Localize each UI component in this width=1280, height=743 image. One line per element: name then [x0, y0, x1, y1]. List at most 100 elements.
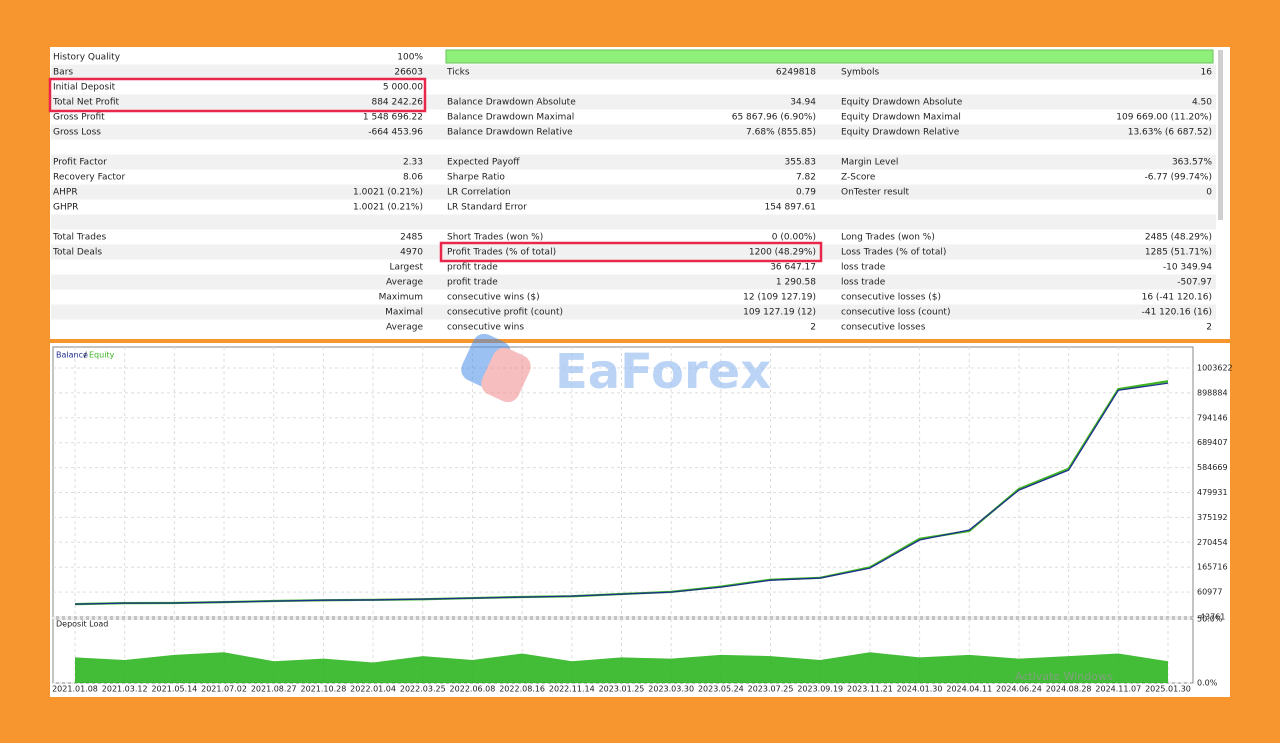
- x-tick-label: 2024.08.28: [1046, 685, 1092, 694]
- report-value: 2485 (48.29%): [1145, 233, 1212, 243]
- watermark: EaForex: [555, 344, 771, 400]
- y-tick-label: 794146: [1197, 413, 1228, 422]
- report-label: Z-Score: [841, 173, 876, 183]
- report-label: Equity Drawdown Relative: [841, 128, 960, 138]
- report-label: Balance Drawdown Absolute: [447, 98, 576, 108]
- row-stripe: [51, 154, 1216, 170]
- report-value: 154 897.61: [764, 203, 816, 213]
- x-tick-label: 2023.03.30: [648, 685, 694, 694]
- x-tick-label: 2023.01.25: [599, 685, 645, 694]
- highlight-box: [48, 77, 427, 113]
- report-label: AHPR: [53, 188, 78, 198]
- report-value: 2.33: [403, 158, 423, 168]
- report-label: Loss Trades (% of total): [841, 248, 946, 258]
- rows: History Quality 100% Bars 26603 Ticks 6249818…: [51, 53, 1216, 333]
- x-tick-label: 2022.06.08: [450, 685, 496, 694]
- report-value: 2485: [400, 233, 423, 243]
- report-value: 1 548 696.22: [363, 113, 423, 123]
- report-value: 7.82: [796, 173, 816, 183]
- report-value: 2: [1206, 323, 1212, 333]
- logo: [461, 333, 531, 403]
- report-value: 355.83: [785, 158, 817, 168]
- row-stripe: [51, 274, 1216, 290]
- report-label: consecutive wins ($): [447, 293, 540, 303]
- y-tick-label: 375192: [1197, 513, 1228, 522]
- report-value: 1 290.58: [776, 278, 816, 288]
- y-tick-label: 1003622: [1197, 364, 1233, 373]
- report-value: 16 (-41 120.16): [1142, 293, 1212, 303]
- report-label: Gross Loss: [53, 128, 101, 138]
- report-label: loss trade: [841, 278, 886, 288]
- report-label: consecutive profit (count): [447, 308, 563, 318]
- report-value: Maximal: [385, 308, 423, 318]
- scrollbar: [1218, 50, 1223, 220]
- report-value: -10 349.94: [1163, 263, 1212, 273]
- report-value: 884 242.26: [371, 98, 423, 108]
- x-tick-label: 2024.11.07: [1095, 685, 1141, 694]
- report-value: 0 (0.00%): [772, 233, 816, 243]
- legend-balance: Balance: [56, 351, 88, 360]
- report-label: profit trade: [447, 263, 498, 273]
- load-area: [75, 652, 1168, 683]
- x-tick-label: 2024.01.30: [897, 685, 943, 694]
- highlight-box: [439, 241, 823, 263]
- report-value: -41 120.16 (16): [1142, 308, 1212, 318]
- report-value: 0: [1206, 188, 1212, 198]
- report-value: 109 127.19 (12): [743, 308, 816, 318]
- report-label: loss trade: [841, 263, 886, 273]
- report-label: consecutive wins: [447, 323, 524, 333]
- report-value: Largest: [389, 263, 423, 273]
- report-value: 5 000.00: [383, 83, 423, 93]
- os-watermark: Activate Windows: [1015, 670, 1113, 683]
- report-label: OnTester result: [841, 188, 910, 198]
- report-label: Long Trades (won %): [841, 233, 935, 243]
- balance-plot: [52, 346, 1194, 618]
- report-label: LR Correlation: [447, 188, 511, 198]
- report-label: Profit Trades (% of total): [447, 248, 556, 258]
- load-title: Deposit Load: [56, 620, 108, 629]
- report-value: 4.50: [1192, 98, 1212, 108]
- report-label: Equity Drawdown Maximal: [841, 113, 961, 123]
- report-label: Margin Level: [841, 158, 898, 168]
- quality-bar: [445, 49, 1214, 64]
- x-tick-label: 2021.08.27: [251, 685, 297, 694]
- y-tick-label: 50.0%: [1197, 615, 1223, 624]
- x-tick-label: 2021.07.02: [201, 685, 247, 694]
- report-label: Balance Drawdown Maximal: [447, 113, 574, 123]
- y-tick-label: 0.0%: [1197, 679, 1218, 688]
- report-label: Sharpe Ratio: [447, 173, 505, 183]
- report-label: Recovery Factor: [53, 173, 125, 183]
- report-value: 1200 (48.29%): [749, 248, 816, 258]
- row-stripe: [51, 184, 1216, 200]
- row-stripe: [51, 304, 1216, 320]
- report-label: Total Trades: [52, 233, 107, 243]
- report-label: profit trade: [447, 278, 498, 288]
- report-label: Bars: [53, 68, 73, 78]
- report-value: 2: [810, 323, 816, 333]
- report-label: Gross Profit: [53, 113, 105, 123]
- x-tick-label: 2022.03.25: [400, 685, 446, 694]
- report-value: 36 647.17: [770, 263, 816, 273]
- plots: -43761 60977 165716 270454 375192 479931 58466…: [52, 347, 1233, 694]
- y-tick-label: 689407: [1197, 438, 1228, 447]
- row-stripe: [51, 94, 1216, 110]
- report-value: 0.79: [796, 188, 816, 198]
- report-value: 100%: [397, 53, 423, 63]
- report-value: 16: [1201, 68, 1213, 78]
- report-value: 7.68% (855.85): [746, 128, 816, 138]
- report-label: consecutive loss (count): [841, 308, 950, 318]
- report-label: consecutive losses: [841, 323, 926, 333]
- x-tick-label: 2025.01.30: [1145, 685, 1191, 694]
- report-value: Average: [386, 278, 423, 288]
- x-tick-label: 2021.05.14: [151, 685, 197, 694]
- report-label: Profit Factor: [53, 158, 107, 168]
- report-value: 363.57%: [1172, 158, 1212, 168]
- report-value: 1285 (51.71%): [1145, 248, 1212, 258]
- y-tick-label: 479931: [1197, 488, 1228, 497]
- y-tick-label: 270454: [1197, 538, 1228, 547]
- report-value: 34.94: [790, 98, 816, 108]
- report-label: Initial Deposit: [53, 83, 116, 93]
- report-value: -507.97: [1177, 278, 1212, 288]
- report-value: -664 453.96: [368, 128, 423, 138]
